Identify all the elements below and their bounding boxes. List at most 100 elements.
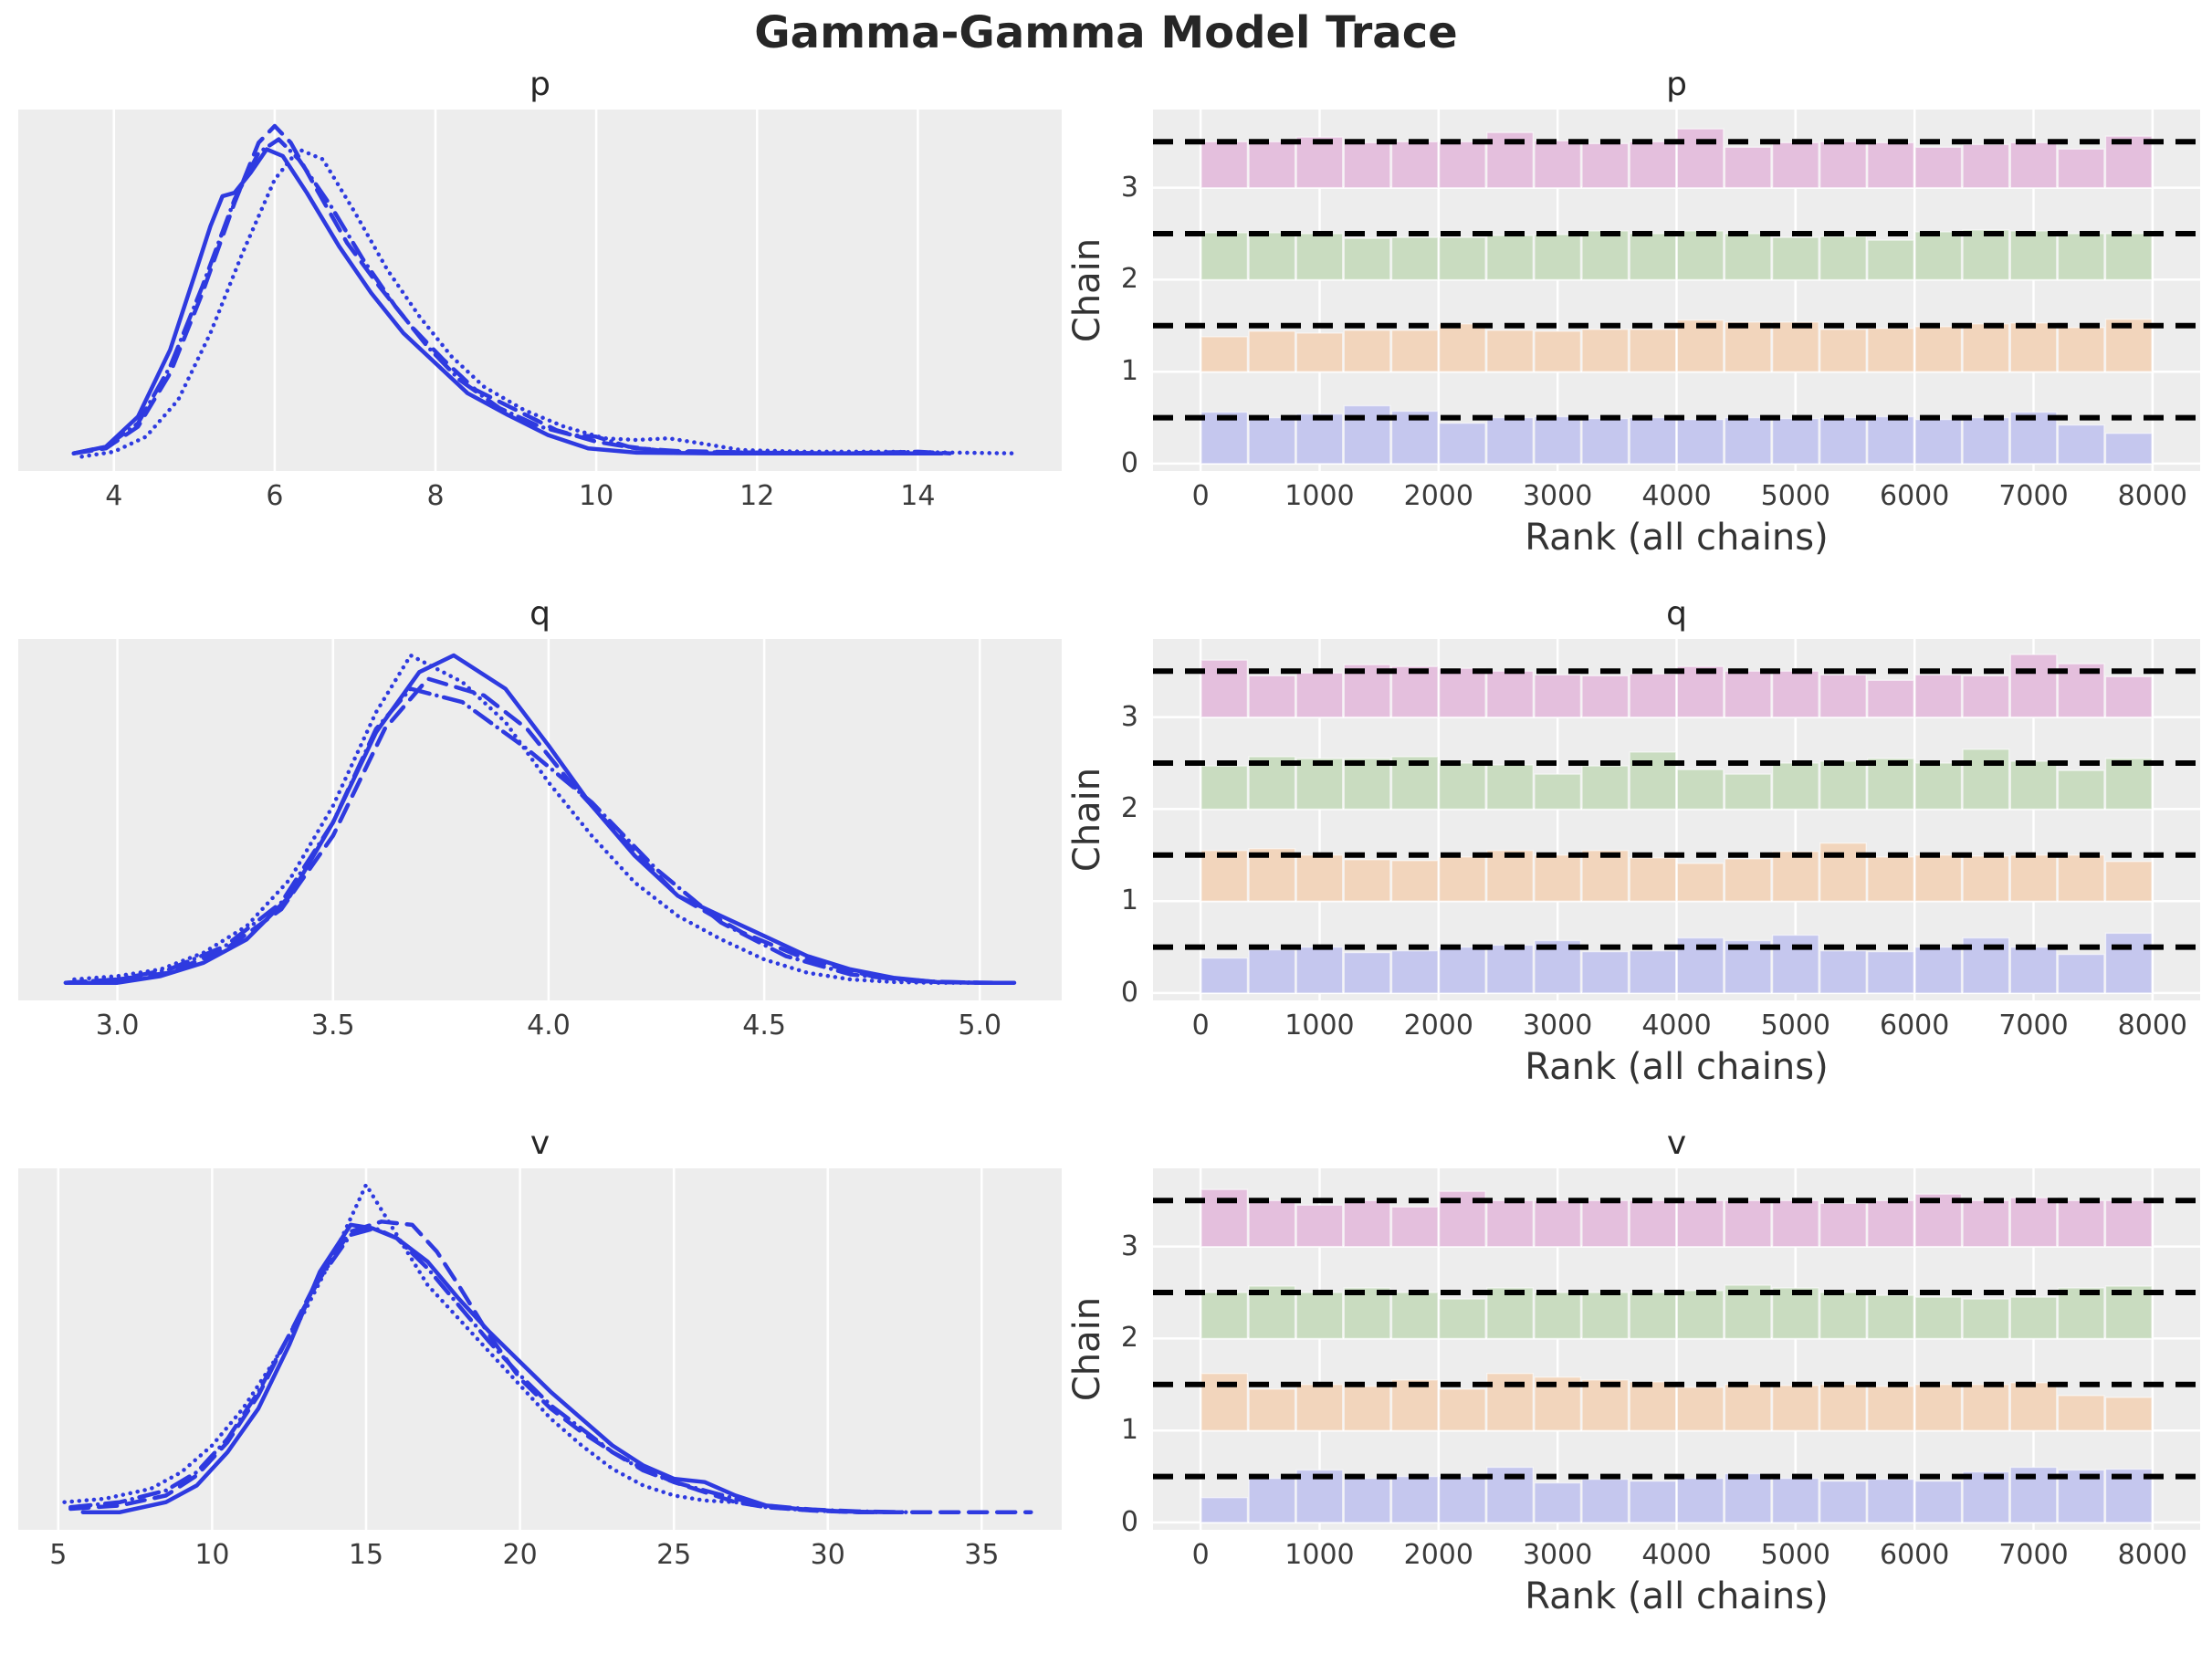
rank-bar-chain-2 — [2057, 233, 2105, 281]
rank-bar-chain-2 — [1819, 1292, 1867, 1340]
rank-bar-chain-0 — [1724, 1472, 1772, 1523]
rank-bar-chain-2 — [1676, 230, 1725, 281]
rank-bar-chain-3 — [1343, 1199, 1391, 1248]
rank-bar-chain-3 — [1390, 665, 1439, 718]
rank-x-tick-label: 3000 — [1522, 1010, 1593, 1041]
rank-bar-chain-1 — [1438, 1388, 1486, 1431]
rank-x-axis-label-q: Rank (all chains) — [1525, 1046, 1829, 1088]
rank-bar-chain-2 — [1200, 765, 1249, 811]
rank-bar-chain-1 — [1248, 1388, 1296, 1431]
rank-bar-chain-1 — [1771, 851, 1819, 902]
rank-bar-chain-2 — [1914, 762, 1963, 811]
rank-x-tick-label: 5000 — [1760, 1010, 1830, 1041]
rank-bar-chain-3 — [1629, 141, 1677, 189]
rank-x-tick-label: 8000 — [2117, 1010, 2188, 1041]
rank-y-tick-label: 2 — [1120, 792, 1138, 825]
rank-bar-chain-0 — [1771, 934, 1819, 994]
rank-bar-chain-2 — [1486, 1287, 1534, 1340]
rank-bar-chain-0 — [1248, 948, 1296, 994]
rank-bar-chain-0 — [1581, 417, 1630, 465]
rank-bar-chain-1 — [1629, 329, 1677, 372]
rank-bar-chain-3 — [1676, 128, 1725, 189]
rank-bar-chain-0 — [2057, 424, 2105, 465]
rank-x-tick-label: 3000 — [1522, 480, 1593, 512]
rank-bar-chain-0 — [1248, 1477, 1296, 1523]
rank-bar-chain-1 — [1295, 1384, 1344, 1431]
rank-bar-chain-2 — [1724, 233, 1772, 281]
rank-bar-chain-0 — [1629, 1480, 1677, 1523]
kde-plot-area-p — [18, 110, 1062, 471]
rank-bar-chain-2 — [1438, 762, 1486, 811]
rank-bar-chain-0 — [1771, 1477, 1819, 1523]
rank-x-tick-label: 7000 — [1998, 1010, 2069, 1041]
kde-x-tick-label: 14 — [900, 480, 936, 512]
rank-bar-chain-1 — [1819, 842, 1867, 902]
rank-bar-chain-2 — [1200, 232, 1249, 281]
rank-bar-chain-0 — [1534, 1481, 1582, 1523]
rank-bar-chain-1 — [1819, 1384, 1867, 1431]
rank-bar-chain-3 — [1295, 1204, 1344, 1248]
rank-bar-chain-3 — [1248, 1199, 1296, 1248]
rank-bar-chain-0 — [1581, 950, 1630, 994]
rank-bar-chain-0 — [1914, 418, 1963, 465]
rank-x-tick-label: 8000 — [2117, 480, 2188, 512]
rank-x-tick-label: 5000 — [1760, 1539, 1830, 1571]
rank-bar-chain-2 — [1438, 236, 1486, 281]
rank-bar-chain-2 — [1486, 764, 1534, 811]
rank-bar-chain-2 — [2057, 769, 2105, 811]
rank-bar-chain-3 — [1629, 673, 1677, 718]
kde-curve-chain-3 — [63, 686, 982, 985]
rank-bar-chain-1 — [1581, 329, 1630, 372]
kde-x-tick-label: 5.0 — [958, 1010, 1002, 1041]
kde-curve-chain-1 — [71, 123, 952, 455]
rank-bar-chain-3 — [1819, 674, 1867, 718]
rank-bar-chain-1 — [1771, 1385, 1819, 1431]
rank-bar-chain-0 — [2057, 953, 2105, 994]
rank-x-tick-label: 7000 — [1998, 1539, 2069, 1571]
rank-bar-chain-3 — [1295, 672, 1344, 718]
rank-bar-chain-3 — [1581, 1199, 1630, 1248]
rank-bar-chain-3 — [1962, 143, 2010, 189]
rank-bar-chain-1 — [1724, 1384, 1772, 1431]
rank-bar-chain-3 — [1914, 674, 1963, 718]
rank-bar-chain-3 — [2009, 654, 2058, 718]
rank-y-tick-label: 0 — [1120, 446, 1138, 479]
rank-bar-chain-1 — [1676, 1387, 1725, 1431]
rank-bar-chain-2 — [1438, 1298, 1486, 1340]
rank-y-tick-label: 3 — [1120, 700, 1138, 733]
kde-x-tick-label: 20 — [502, 1539, 538, 1571]
rank-bar-chain-0 — [1295, 413, 1344, 465]
rank-bar-chain-3 — [1771, 1199, 1819, 1248]
rank-bar-chain-3 — [1724, 146, 1772, 189]
rank-bar-chain-3 — [1724, 1199, 1772, 1248]
rank-plot-area-q — [1153, 639, 2200, 1000]
rank-bar-chain-3 — [1486, 670, 1534, 718]
rank-bar-chain-2 — [1676, 769, 1725, 811]
rank-bar-chain-2 — [2104, 758, 2153, 811]
rank-x-tick-label: 2000 — [1403, 480, 1473, 512]
rank-panel-title-v: v — [1666, 1125, 1687, 1162]
rank-bar-chain-1 — [1295, 854, 1344, 902]
rank-bar-chain-3 — [1676, 1199, 1725, 1248]
rank-bar-chain-3 — [1248, 675, 1296, 718]
rank-bar-chain-0 — [1771, 417, 1819, 465]
rank-bar-chain-3 — [2057, 1199, 2105, 1248]
rank-bar-chain-1 — [1200, 336, 1249, 372]
rank-bar-chain-2 — [1248, 232, 1296, 281]
rank-bar-chain-0 — [1867, 950, 1914, 994]
rank-bar-chain-2 — [1771, 762, 1819, 811]
rank-bar-chain-0 — [1486, 416, 1534, 465]
rank-bar-chain-1 — [1914, 1384, 1963, 1431]
rank-bar-chain-3 — [1676, 665, 1725, 718]
rank-bar-chain-3 — [1629, 1199, 1677, 1248]
rank-bar-chain-2 — [1629, 1292, 1677, 1340]
kde-plot-area-q — [18, 639, 1062, 1000]
kde-x-tick-label: 10 — [579, 480, 614, 512]
rank-bar-chain-1 — [1438, 323, 1486, 372]
rank-bar-chain-2 — [1390, 1292, 1439, 1340]
rank-bar-chain-1 — [1724, 321, 1772, 372]
rank-bar-chain-1 — [1914, 854, 1963, 902]
rank-y-tick-label: 1 — [1120, 1414, 1138, 1447]
rank-panel-title-p: p — [1666, 66, 1687, 103]
kde-curve-chain-0 — [80, 1222, 892, 1514]
